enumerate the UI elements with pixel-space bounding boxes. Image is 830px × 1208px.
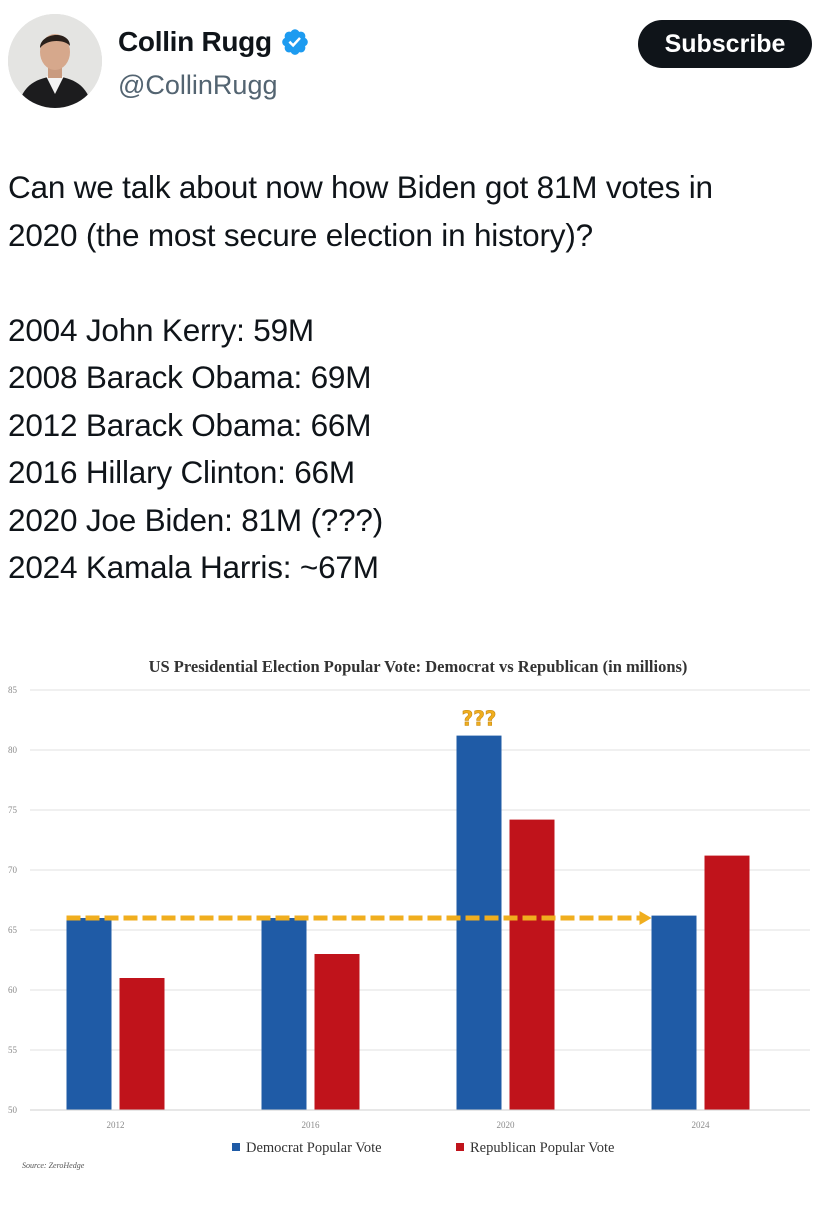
bar-chart: US Presidential Election Popular Vote: D… bbox=[8, 657, 810, 1170]
democrat-bar bbox=[261, 918, 307, 1110]
chart-title: US Presidential Election Popular Vote: D… bbox=[149, 657, 688, 676]
tweet-line: 2020 (the most secure election in histor… bbox=[8, 216, 593, 253]
y-tick-label: 50 bbox=[8, 1105, 18, 1115]
tweet-header: Collin Rugg @CollinRugg Subscribe bbox=[0, 0, 830, 130]
x-tick-label: 2016 bbox=[302, 1120, 321, 1130]
republican-bar bbox=[509, 819, 555, 1110]
author-handle[interactable]: @CollinRugg bbox=[118, 70, 278, 100]
tweet-list-item: 2016 Hillary Clinton: 66M bbox=[8, 454, 355, 490]
democrat-bar bbox=[651, 915, 697, 1110]
y-tick-label: 65 bbox=[8, 925, 18, 935]
author-name[interactable]: Collin Rugg bbox=[118, 26, 272, 57]
legend-swatch-republican bbox=[456, 1143, 464, 1151]
chart-source: Source: ZeroHedge bbox=[22, 1161, 85, 1170]
y-tick-label: 55 bbox=[8, 1045, 18, 1055]
tweet-line: Can we talk about now how Biden got 81M … bbox=[8, 169, 713, 205]
x-tick-label: 2024 bbox=[692, 1120, 711, 1130]
verified-badge-icon bbox=[281, 29, 308, 55]
tweet-list-item: 2012 Barack Obama: 66M bbox=[8, 406, 372, 443]
legend-swatch-democrat bbox=[232, 1143, 240, 1151]
tweet-list-item: 2004 John Kerry: 59M bbox=[8, 311, 314, 348]
author-row: Collin Rugg bbox=[118, 26, 310, 58]
republican-bar bbox=[314, 954, 360, 1110]
question-annotation: ??? bbox=[462, 707, 497, 731]
y-tick-label: 85 bbox=[8, 685, 18, 695]
x-tick-label: 2012 bbox=[107, 1120, 125, 1130]
tweet-list-item: 2020 Joe Biden: 81M (???) bbox=[8, 501, 383, 538]
tweet-list-item: 2008 Barack Obama: 69M bbox=[8, 359, 372, 395]
subscribe-button[interactable]: Subscribe bbox=[638, 20, 812, 68]
democrat-bar bbox=[66, 918, 112, 1110]
y-tick-label: 80 bbox=[8, 745, 18, 755]
y-tick-label: 75 bbox=[8, 805, 18, 815]
tweet-media-chart[interactable]: US Presidential Election Popular Vote: D… bbox=[0, 640, 830, 1180]
y-tick-label: 60 bbox=[8, 985, 18, 995]
republican-bar bbox=[704, 855, 750, 1110]
avatar[interactable] bbox=[8, 14, 102, 108]
democrat-bar bbox=[456, 735, 502, 1110]
tweet-text: Can we talk about now how Biden got 81M … bbox=[8, 164, 823, 592]
y-tick-label: 70 bbox=[8, 865, 18, 875]
tweet-list-item: 2024 Kamala Harris: ~67M bbox=[8, 549, 379, 585]
legend-label-republican: Republican Popular Vote bbox=[470, 1140, 614, 1156]
arrow-head-icon bbox=[639, 911, 652, 925]
legend-label-democrat: Democrat Popular Vote bbox=[246, 1140, 382, 1156]
paragraph-gap bbox=[8, 259, 823, 307]
republican-bar bbox=[119, 978, 165, 1110]
x-tick-label: 2020 bbox=[497, 1120, 516, 1130]
avatar-photo-icon bbox=[8, 14, 102, 108]
